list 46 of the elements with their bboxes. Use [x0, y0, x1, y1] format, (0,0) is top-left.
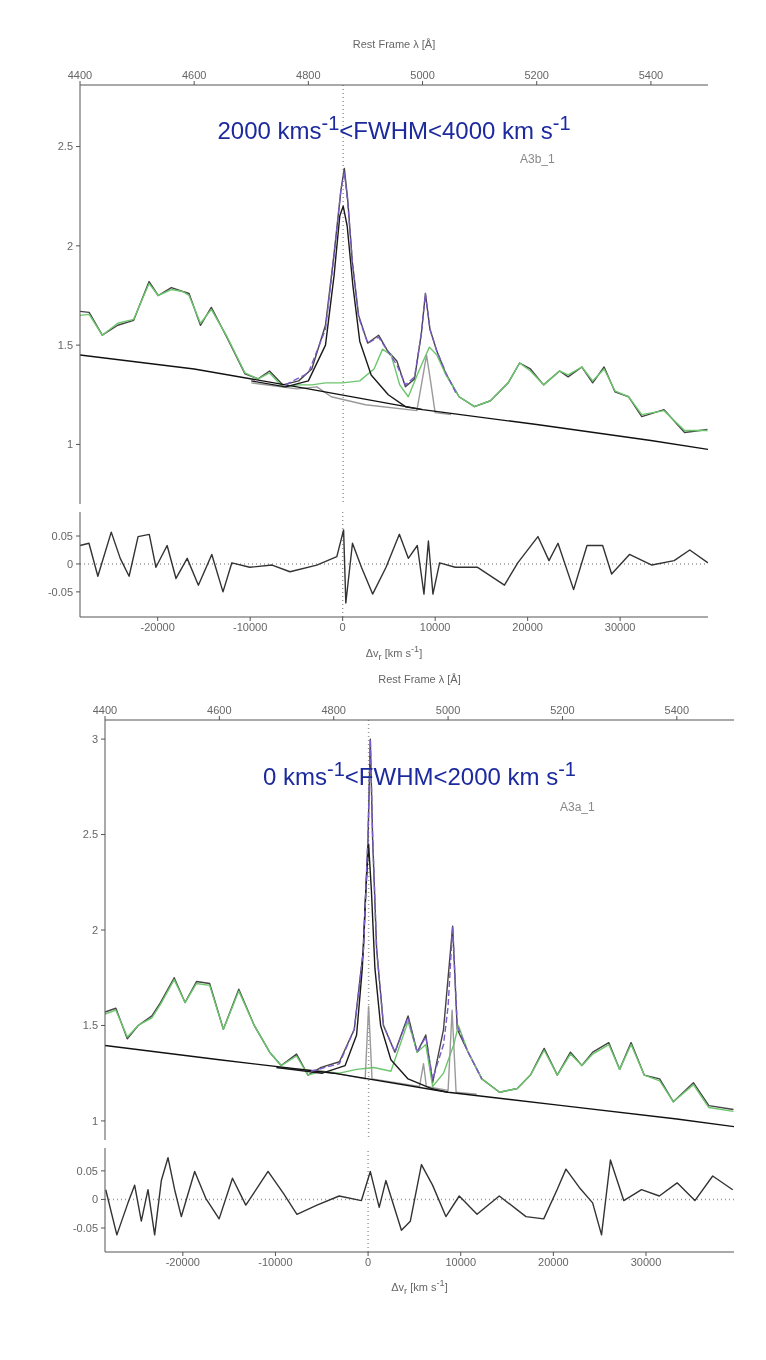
- y-tick-label: 3: [91, 733, 98, 745]
- annotation: A3a_1: [560, 800, 595, 814]
- x-tick-label: 20000: [512, 620, 543, 633]
- x-axis-title: Δv$_{r}$ [km s$^{-1}$]: [364, 644, 424, 662]
- y-tick-label: -0.05: [72, 1221, 98, 1234]
- x-tick-label: -10000: [233, 620, 268, 633]
- x-tick-label: 4800: [321, 704, 346, 716]
- x-tick-label: 10000: [419, 620, 451, 633]
- x-tick-label: 4400: [67, 69, 93, 81]
- y-tick-label: -0.05: [47, 585, 73, 598]
- y-tick-label: 2.5: [57, 140, 73, 153]
- x-tick-label: 5000: [435, 704, 461, 716]
- y-tick-label: 1: [91, 1114, 98, 1127]
- x-tick-label: 4400: [92, 704, 118, 716]
- x-tick-label: 4800: [296, 69, 321, 81]
- x-tick-label: 5400: [664, 704, 690, 716]
- x-axis-title: Rest Frame λ [Å]: [377, 673, 462, 685]
- annotation: A3b_1: [520, 152, 555, 166]
- x-tick-label: -10000: [258, 1255, 293, 1268]
- text: 2000 kms$^{-1}$<FWHM<4000 km s$^{-1}$: [216, 112, 572, 145]
- y-tick-label: 0: [91, 1193, 98, 1206]
- x-tick-label: 5200: [524, 69, 549, 81]
- x-tick-label: 0: [365, 1255, 372, 1268]
- x-tick-label: -20000: [140, 620, 175, 633]
- y-tick-label: 1.5: [57, 339, 73, 352]
- x-tick-label: 5200: [550, 704, 575, 716]
- x-tick-label: 0: [339, 620, 346, 633]
- x-axis-title: Rest Frame λ [Å]: [351, 38, 437, 50]
- y-tick-label: 1.5: [82, 1019, 98, 1032]
- y-tick-label: 2.5: [82, 828, 98, 841]
- x-tick-label: 4600: [207, 704, 232, 716]
- y-tick-label: 1: [66, 438, 73, 451]
- y-tick-label: 2: [66, 239, 73, 252]
- x-tick-label: 20000: [538, 1255, 569, 1268]
- x-tick-label: 4600: [181, 69, 207, 81]
- x-tick-label: 30000: [630, 1255, 662, 1268]
- y-tick-label: 0: [66, 557, 73, 570]
- x-tick-label: -20000: [165, 1255, 200, 1268]
- x-tick-label: 30000: [604, 620, 636, 633]
- x-tick-label: 5000: [410, 69, 435, 81]
- x-axis-title: Δv$_{r}$ [km s$^{-1}$]: [390, 1278, 449, 1296]
- y-tick-label: 0.05: [76, 1164, 98, 1177]
- y-tick-label: 0.05: [51, 529, 73, 542]
- x-tick-label: 5400: [638, 69, 664, 81]
- x-tick-label: 10000: [445, 1255, 477, 1268]
- y-tick-label: 2: [91, 923, 98, 936]
